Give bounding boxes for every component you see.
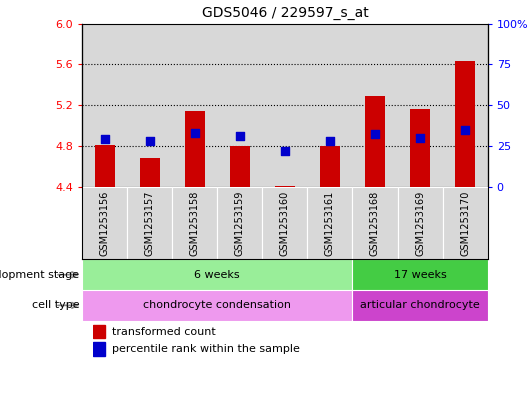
Bar bbox=[184, 111, 205, 187]
Bar bbox=[229, 146, 250, 187]
Text: GSM1253169: GSM1253169 bbox=[415, 190, 425, 255]
Bar bbox=[410, 109, 430, 187]
Bar bbox=[365, 96, 385, 187]
Bar bbox=[352, 259, 488, 290]
Bar bbox=[320, 146, 340, 187]
Bar bbox=[352, 290, 488, 321]
Bar bbox=[127, 187, 172, 259]
Title: GDS5046 / 229597_s_at: GDS5046 / 229597_s_at bbox=[201, 6, 368, 20]
Bar bbox=[398, 187, 443, 259]
Bar bbox=[82, 290, 352, 321]
Bar bbox=[82, 259, 352, 290]
Bar bbox=[82, 187, 127, 259]
Bar bbox=[93, 325, 105, 338]
Text: GSM1253161: GSM1253161 bbox=[325, 190, 335, 255]
Point bbox=[326, 138, 334, 144]
Text: chondrocyte condensation: chondrocyte condensation bbox=[143, 300, 292, 310]
Bar bbox=[172, 187, 217, 259]
Text: GSM1253156: GSM1253156 bbox=[100, 190, 110, 256]
Text: articular chondrocyte: articular chondrocyte bbox=[360, 300, 480, 310]
Text: GSM1253157: GSM1253157 bbox=[145, 190, 155, 256]
Text: 6 weeks: 6 weeks bbox=[195, 270, 240, 280]
Text: GSM1253158: GSM1253158 bbox=[190, 190, 200, 256]
Point bbox=[235, 133, 244, 139]
Text: cell type: cell type bbox=[32, 300, 80, 310]
Bar bbox=[307, 187, 352, 259]
Text: transformed count: transformed count bbox=[112, 327, 216, 337]
Bar bbox=[262, 187, 307, 259]
Point bbox=[371, 131, 379, 138]
Point bbox=[416, 135, 425, 141]
Bar bbox=[139, 158, 160, 187]
Point bbox=[145, 138, 154, 144]
Point bbox=[191, 130, 199, 136]
Bar bbox=[443, 187, 488, 259]
Bar bbox=[455, 61, 475, 187]
Text: percentile rank within the sample: percentile rank within the sample bbox=[112, 344, 299, 354]
Bar bbox=[275, 185, 295, 187]
Bar bbox=[217, 187, 262, 259]
Point bbox=[461, 127, 470, 133]
Bar bbox=[94, 145, 115, 187]
Text: GSM1253170: GSM1253170 bbox=[460, 190, 470, 256]
Bar bbox=[352, 187, 398, 259]
Point bbox=[281, 148, 289, 154]
Text: GSM1253160: GSM1253160 bbox=[280, 190, 290, 255]
Text: GSM1253168: GSM1253168 bbox=[370, 190, 380, 255]
Point bbox=[101, 136, 109, 143]
Text: GSM1253159: GSM1253159 bbox=[235, 190, 245, 256]
Bar bbox=[93, 342, 105, 356]
Text: development stage: development stage bbox=[0, 270, 80, 280]
Text: 17 weeks: 17 weeks bbox=[394, 270, 446, 280]
